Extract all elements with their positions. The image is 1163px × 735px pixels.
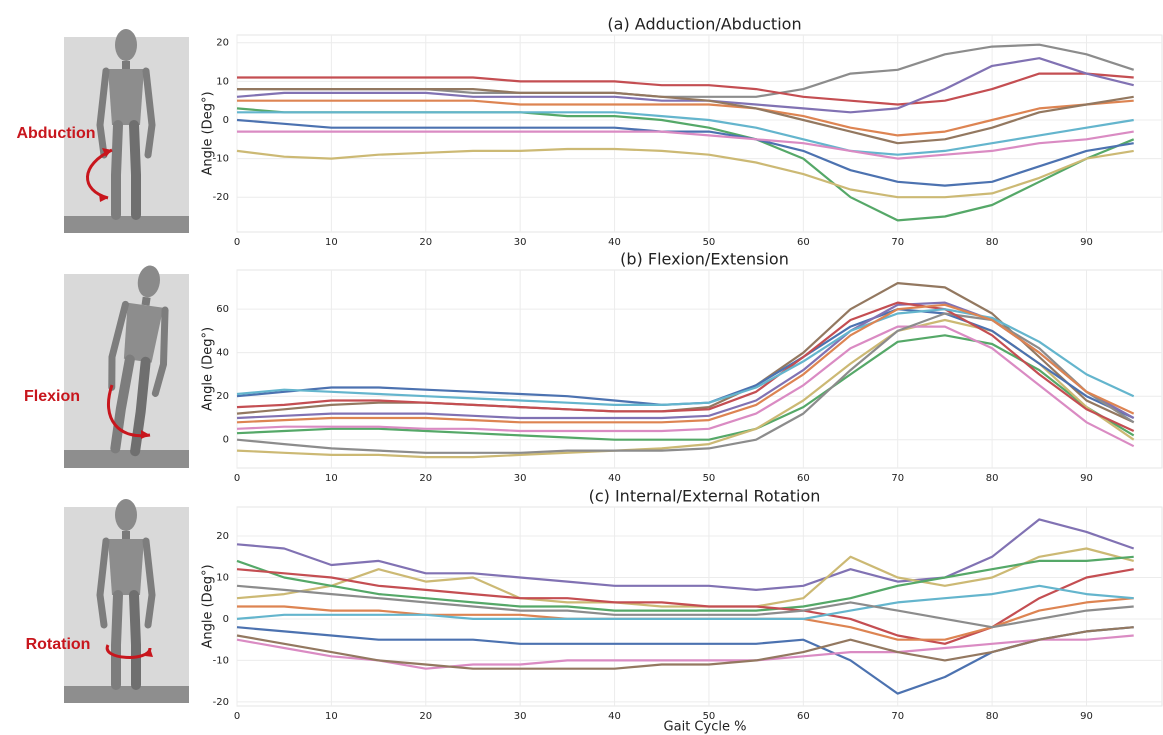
y-tick-label: 20 — [216, 391, 229, 402]
y-tick-label: 0 — [223, 115, 229, 126]
y-tick-label: -20 — [213, 192, 229, 203]
x-tick-label: 50 — [703, 473, 716, 484]
x-tick-label: 70 — [891, 711, 904, 722]
x-tick-label: 0 — [234, 237, 240, 248]
x-tick-label: 90 — [1080, 237, 1093, 248]
y-tick-label: 60 — [216, 304, 229, 315]
plot-area — [237, 35, 1162, 232]
x-tick-label: 10 — [325, 237, 338, 248]
x-tick-label: 20 — [419, 237, 432, 248]
x-tick-label: 60 — [797, 473, 810, 484]
x-tick-label: 70 — [891, 473, 904, 484]
y-tick-label: 0 — [223, 435, 229, 446]
y-axis-label: Angle (Deg°) — [201, 564, 216, 648]
y-tick-label: 40 — [216, 348, 229, 359]
y-tick-label: 10 — [216, 572, 229, 583]
x-tick-label: 50 — [703, 237, 716, 248]
y-axis-label: Angle (Deg°) — [201, 327, 216, 411]
x-tick-label: 30 — [514, 473, 527, 484]
y-axis-label: Angle (Deg°) — [201, 91, 216, 175]
x-tick-label: 40 — [608, 473, 621, 484]
figure: Abduction Flexion Rotation -20 -10 0 10 20 0 1… — [0, 0, 1163, 735]
page: {"illustrations": [{"label": "Abduction"… — [0, 0, 1163, 735]
x-tick-label: 20 — [419, 473, 432, 484]
x-tick-label: 80 — [986, 711, 999, 722]
y-tick-label: 20 — [216, 531, 229, 542]
x-tick-label: 80 — [986, 473, 999, 484]
plot-area — [237, 270, 1162, 468]
x-tick-label: 30 — [514, 237, 527, 248]
illustration-c — [64, 499, 189, 703]
x-tick-label: 0 — [234, 711, 240, 722]
y-tick-label: 20 — [216, 38, 229, 49]
x-tick-label: 20 — [419, 711, 432, 722]
x-tick-label: 0 — [234, 473, 240, 484]
y-tick-label: -20 — [213, 697, 229, 708]
x-tick-label: 40 — [608, 711, 621, 722]
x-tick-label: 70 — [891, 237, 904, 248]
x-tick-label: 80 — [986, 237, 999, 248]
x-tick-label: 30 — [514, 711, 527, 722]
y-tick-label: -10 — [213, 655, 229, 666]
x-tick-label: 10 — [325, 473, 338, 484]
x-tick-label: 10 — [325, 711, 338, 722]
side-label: Flexion — [24, 388, 80, 405]
chart-title: (b) Flexion/Extension — [620, 250, 789, 269]
x-tick-label: 40 — [608, 237, 621, 248]
x-tick-label: 60 — [797, 711, 810, 722]
chart-title: (a) Adduction/Abduction — [607, 15, 801, 34]
side-label: Rotation — [26, 636, 91, 653]
x-tick-label: 90 — [1080, 473, 1093, 484]
x-tick-label: 90 — [1080, 711, 1093, 722]
y-tick-label: 10 — [216, 76, 229, 87]
y-tick-label: 0 — [223, 614, 229, 625]
illustration-b — [64, 262, 189, 468]
x-axis-label: Gait Cycle % — [664, 720, 747, 735]
x-tick-label: 60 — [797, 237, 810, 248]
chart-title: (c) Internal/External Rotation — [589, 487, 821, 506]
side-label: Abduction — [16, 125, 95, 142]
